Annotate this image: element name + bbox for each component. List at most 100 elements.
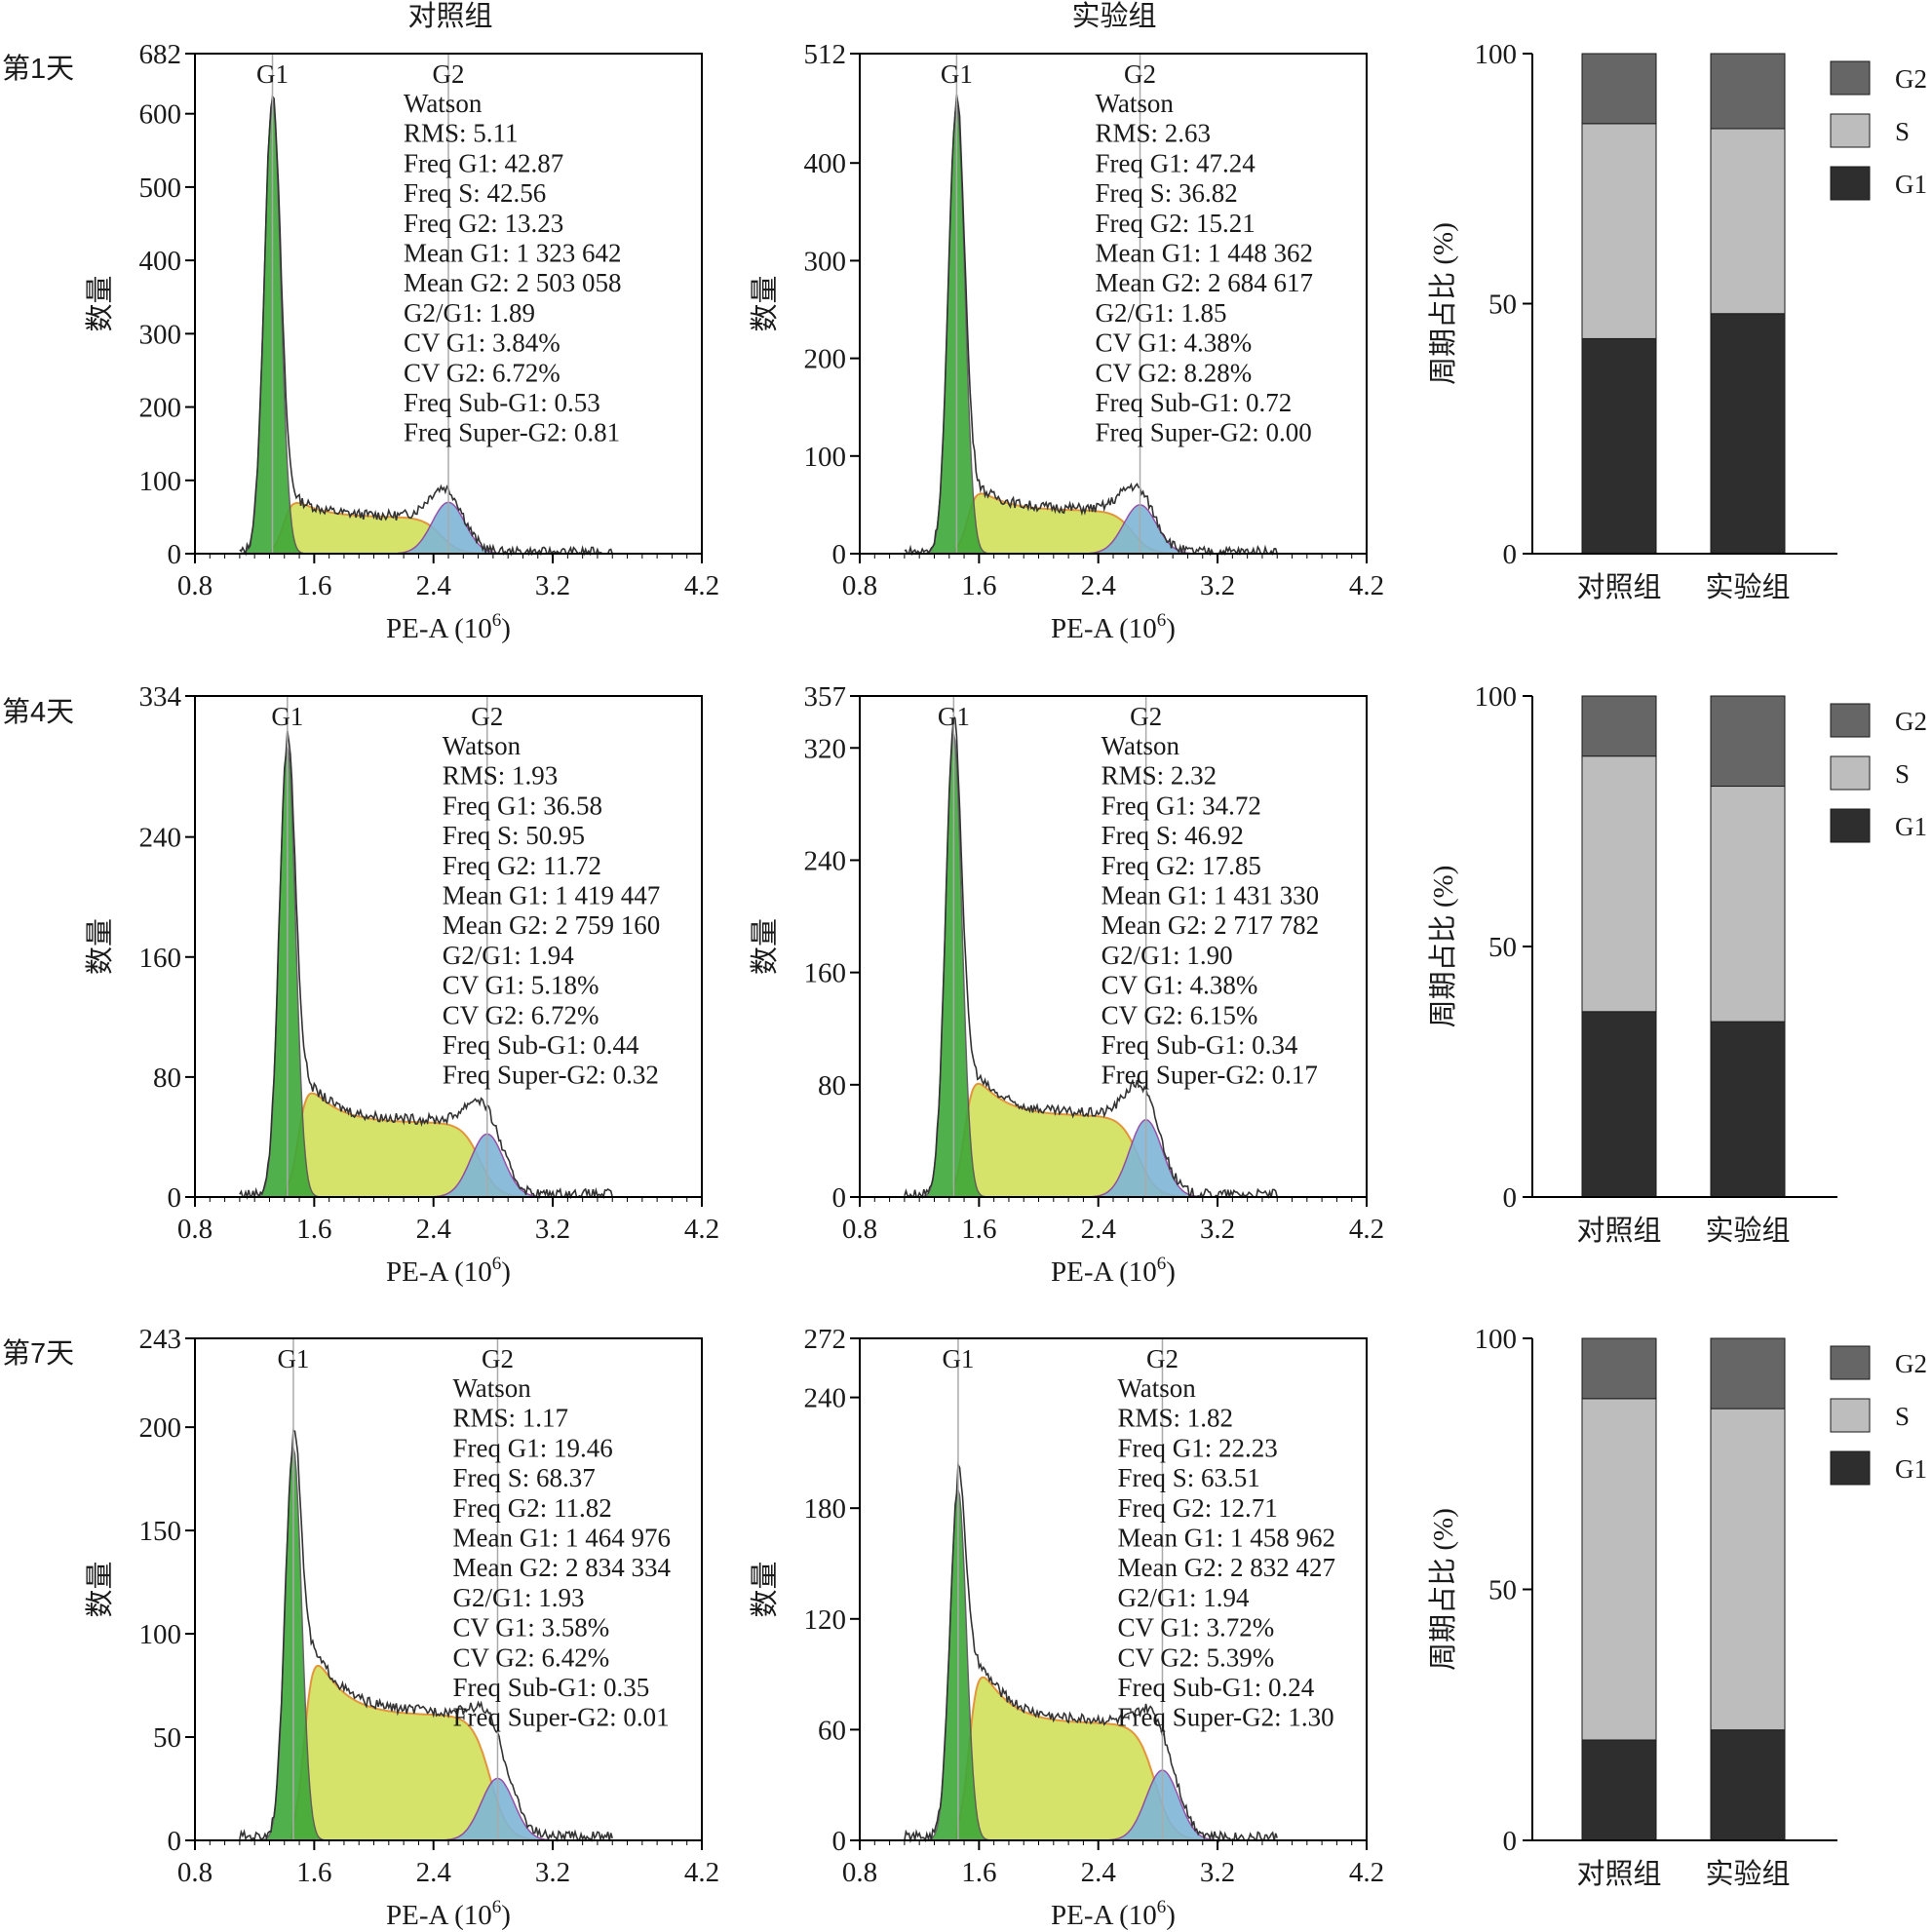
bar-segment	[1710, 53, 1786, 130]
legend-swatch	[1830, 808, 1871, 843]
x-tick-label: 0.8	[177, 1857, 213, 1888]
g2-peak-label: G2	[482, 1344, 514, 1373]
stats-line: CV G2: 8.28%	[1096, 358, 1253, 387]
bar-y-tick-label: 0	[1503, 1826, 1518, 1857]
bar-segment	[1581, 123, 1657, 339]
stats-line: Mean G1: 1 419 447	[443, 881, 660, 910]
y-tick-label: 200	[139, 1412, 182, 1444]
stats-line: G2/G1: 1.90	[1101, 941, 1233, 970]
bar-y-tick-label: 100	[1475, 39, 1518, 70]
stats-line: Freq G2: 15.21	[1096, 209, 1256, 238]
bar-segment	[1581, 1337, 1657, 1400]
stats-line: Freq G1: 47.24	[1096, 148, 1256, 177]
stats-line: G2/G1: 1.85	[1096, 298, 1227, 328]
y-tick-label: 80	[818, 1070, 846, 1101]
day-label-4: 第4天	[2, 696, 74, 728]
y-axis-title: 数量	[749, 275, 781, 331]
column-title-experiment: 实验组	[1071, 0, 1156, 32]
x-tick-label: 3.2	[1200, 1214, 1235, 1245]
y-tick-label: 120	[804, 1604, 847, 1636]
x-tick-label: 0.8	[177, 1214, 213, 1245]
legend-swatch	[1830, 113, 1871, 148]
y-tick-label: 240	[139, 823, 182, 854]
x-tick-label: 4.2	[684, 1857, 719, 1888]
stats-line: RMS: 1.93	[443, 761, 559, 791]
stats-line: Freq Sub-G1: 0.72	[1096, 388, 1293, 417]
y-axis-title: 数量	[84, 275, 116, 331]
y-tick-label: 300	[804, 246, 847, 277]
x-tick-label: 3.2	[535, 570, 570, 601]
stats-line: G2/G1: 1.94	[1117, 1583, 1250, 1612]
x-axis-title-text: PE-A (10	[386, 613, 492, 644]
x-tick-label: 2.4	[1081, 570, 1117, 601]
bar-category-label: 实验组	[1705, 1215, 1790, 1247]
g1-peak-label: G1	[942, 1344, 974, 1373]
stacked-bar-panel: 对照组 实验组 0 50 100 周期占比 (%) G2 S G1	[1427, 39, 1927, 603]
stacked-bar-panel: 对照组 实验组 0 50 100 周期占比 (%) G2 S G1	[1427, 1324, 1927, 1890]
y-tick-label: 240	[804, 1383, 847, 1414]
legend-label: S	[1895, 117, 1910, 146]
y-tick-label: 100	[139, 1619, 182, 1650]
histogram-panel: G1 G2 0 50 100 150 200 243 0.8 1.6 2.4 3.2 4.2 PE-A (…	[84, 1324, 719, 1931]
stats-line: Freq Super-G2: 0.32	[443, 1061, 659, 1090]
histogram-outline	[239, 95, 613, 557]
g2-peak-label: G2	[433, 59, 465, 89]
x-tick-label: 2.4	[1081, 1214, 1117, 1245]
y-tick-label: 0	[168, 1182, 182, 1214]
bar-segment	[1581, 755, 1657, 1013]
g1-peak-label: G1	[941, 59, 973, 89]
g2-peak-label: G2	[1124, 59, 1156, 89]
y-tick-label: 400	[139, 246, 182, 277]
bar-segment	[1581, 53, 1657, 125]
y-tick-label: 160	[139, 943, 182, 974]
stats-line: Mean G2: 2 503 058	[404, 268, 621, 297]
x-axis-title: PE-A (106)	[1051, 1897, 1176, 1931]
bar-segment	[1581, 1398, 1657, 1741]
x-tick-label: 3.2	[535, 1857, 570, 1888]
legend-label: G1	[1895, 812, 1927, 841]
stats-line: Freq Sub-G1: 0.44	[443, 1030, 639, 1060]
x-tick-label: 4.2	[684, 570, 719, 601]
stats-line: Freq S: 42.56	[404, 178, 546, 208]
stats-line: CV G1: 3.84%	[404, 328, 560, 358]
stats-line: G2/G1: 1.89	[404, 298, 535, 328]
legend-label: G2	[1895, 707, 1927, 736]
stats-line: Watson	[1096, 89, 1175, 118]
y-tick-label: 240	[804, 845, 847, 876]
stats-line: Freq Sub-G1: 0.34	[1101, 1030, 1298, 1060]
bar-y-tick-label: 50	[1488, 290, 1517, 321]
stats-line: Mean G2: 2 834 334	[452, 1553, 671, 1582]
stats-line: Mean G1: 1 464 976	[452, 1524, 670, 1553]
stats-line: Mean G2: 2 717 782	[1101, 910, 1319, 940]
y-tick-label: 160	[804, 958, 847, 989]
stats-line: CV G2: 6.72%	[443, 1000, 599, 1029]
bar-y-axis-title: 周期占比 (%)	[1427, 222, 1459, 385]
stats-line: CV G2: 5.39%	[1117, 1642, 1274, 1672]
stats-line: G2/G1: 1.93	[452, 1583, 584, 1612]
stats-line: CV G2: 6.15%	[1101, 1000, 1258, 1029]
y-tick-label: 320	[804, 733, 847, 764]
y-axis-title: 数量	[749, 918, 781, 975]
stats-line: Freq G2: 13.23	[404, 209, 563, 238]
stats-line: Freq Sub-G1: 0.35	[452, 1673, 649, 1702]
y-tick-label: 50	[153, 1722, 181, 1754]
stats-line: Mean G2: 2 684 617	[1096, 268, 1313, 297]
g1-peak-label: G1	[271, 702, 303, 731]
stats-line: Freq Super-G2: 0.01	[452, 1703, 669, 1732]
legend-swatch	[1830, 1345, 1871, 1380]
x-tick-label: 1.6	[296, 1214, 331, 1245]
stats-line: Freq G1: 19.46	[452, 1433, 612, 1462]
legend-label: G2	[1895, 64, 1927, 94]
bar-category-label: 实验组	[1705, 571, 1790, 603]
g1-peak-label: G1	[277, 1344, 309, 1373]
y-tick-label: 180	[804, 1493, 847, 1525]
legend-swatch	[1830, 703, 1871, 738]
day-label-7: 第7天	[2, 1337, 74, 1370]
legend-swatch	[1830, 755, 1871, 791]
legend-swatch	[1830, 166, 1871, 201]
histogram-panel: G1 G2 0 80 160 240 334 0.8 1.6 2.4 3.2 4.2 PE-A (106…	[84, 681, 719, 1288]
x-axis-title-text: PE-A (10	[1051, 1900, 1157, 1931]
legend-swatch	[1830, 1398, 1871, 1433]
bar-category-label: 对照组	[1576, 1215, 1661, 1247]
stats-line: Freq G1: 36.58	[443, 791, 602, 820]
